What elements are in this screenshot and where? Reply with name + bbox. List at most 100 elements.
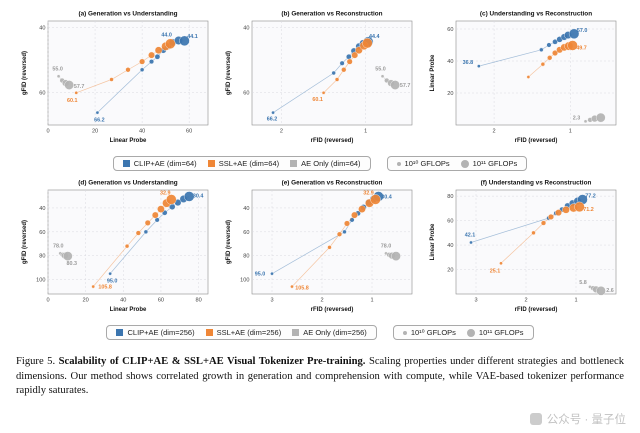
svg-text:0: 0 (46, 129, 49, 135)
svg-text:44.4: 44.4 (369, 34, 380, 40)
svg-text:rFID (reversed): rFID (reversed) (515, 138, 558, 144)
caption-figure-number: Figure 5. (16, 356, 59, 367)
svg-text:36.8: 36.8 (463, 60, 474, 66)
svg-text:1: 1 (364, 129, 367, 135)
svg-text:1: 1 (569, 129, 572, 135)
svg-text:95.0: 95.0 (255, 272, 266, 278)
svg-text:Linear Probe: Linear Probe (430, 223, 436, 260)
chart-e-generation-vs-reconstruction: 3 2 1 40 60 80 100 32.9 30.4 95.0 105.8 78.0 (e) Gen… (226, 180, 413, 313)
panel-f: 3 2 1 20 40 60 80 77.2 71.2 42.1 25.1 5.8 2.6 (f) Und… (426, 176, 622, 321)
svg-text:60: 60 (447, 219, 453, 225)
svg-text:rFID (reversed): rFID (reversed) (311, 307, 354, 313)
svg-text:2.6: 2.6 (606, 288, 614, 294)
chart-d-generation-vs-understanding: 0 20 40 60 80 40 60 80 100 32.9 30.4 78.0 80.3 95.010… (22, 180, 209, 313)
svg-text:25.1: 25.1 (490, 268, 501, 274)
clip-ae-swatch (116, 329, 124, 336)
svg-text:3: 3 (270, 298, 273, 304)
svg-text:gFID (reversed): gFID (reversed) (22, 220, 28, 264)
series-legend-dim64: CLIP+AE (dim=64) SSL+AE (dim=64) AE Only… (112, 156, 371, 171)
svg-text:44.1: 44.1 (187, 34, 198, 40)
legend-item-ssl-ae-256: SSL+AE (dim=256) (205, 328, 282, 337)
svg-text:80: 80 (447, 194, 453, 200)
svg-text:gFID (reversed): gFID (reversed) (226, 220, 232, 264)
series-legend-dim256: CLIP+AE (dim=256) SSL+AE (dim=256) AE On… (106, 325, 377, 340)
legend-label: 10¹¹ GFLOPs (472, 159, 518, 168)
svg-text:1: 1 (574, 298, 577, 304)
legend-item-clip-ae-64: CLIP+AE (dim=64) (122, 159, 197, 168)
svg-text:0: 0 (46, 298, 49, 304)
svg-text:Linear Probe: Linear Probe (110, 307, 147, 313)
legend-item-gflops-11: 10¹¹ GFLOPs (460, 159, 518, 168)
legend-label: SSL+AE (dim=256) (216, 328, 282, 337)
legend-item-ae-only-64: AE Only (dim=64) (290, 159, 361, 168)
svg-text:60: 60 (39, 91, 45, 97)
panel-b: 2 1 40 60 44.4 55.0 57.7 60.1 66.2 (b) Generation… (222, 7, 418, 152)
legend-item-gflops-10: 10¹⁰ GFLOPs (402, 328, 456, 337)
svg-text:60: 60 (447, 27, 453, 33)
chart-row-dim64: 0 20 40 60 40 60 44.0 44.1 55.0 57.7 60.1 66.2 (a) G… (0, 7, 640, 152)
svg-text:40: 40 (39, 26, 45, 32)
legend-item-gflops-11: 10¹¹ GFLOPs (466, 328, 524, 337)
figure-caption: Figure 5. Scalability of CLIP+AE & SSL+A… (0, 345, 640, 399)
svg-text:(d) Generation vs Understandin: (d) Generation vs Understanding (78, 180, 178, 187)
svg-text:1: 1 (370, 298, 373, 304)
svg-text:(c) Understanding vs Reconstru: (c) Understanding vs Reconstruction (480, 11, 592, 18)
svg-text:40: 40 (243, 26, 249, 32)
ssl-ae-swatch (205, 329, 213, 336)
ssl-ae-swatch (207, 160, 215, 167)
caption-body: Scaling properties under different strat… (16, 356, 624, 397)
chart-row-dim256: 0 20 40 60 80 40 60 80 100 32.9 30.4 78.0 80.3 95.0 10… (0, 176, 640, 321)
svg-text:42.1: 42.1 (465, 232, 476, 238)
svg-text:(a) Generation vs Understandin: (a) Generation vs Understanding (78, 11, 177, 18)
svg-text:55.0: 55.0 (52, 66, 63, 72)
chart-f-understanding-vs-reconstruction: 3 2 1 20 40 60 80 77.2 71.2 42.1 25.1 5.8 2.6 (f) Und… (430, 180, 617, 313)
svg-text:rFID (reversed): rFID (reversed) (311, 138, 354, 144)
caption-bold-title: Scalability of CLIP+AE & SSL+AE Visual T… (58, 356, 366, 367)
svg-text:gFID (reversed): gFID (reversed) (226, 51, 232, 95)
svg-text:2: 2 (493, 129, 496, 135)
svg-text:105.8: 105.8 (295, 286, 309, 292)
svg-text:(f) Understanding vs Reconstru: (f) Understanding vs Reconstruction (481, 180, 592, 187)
svg-text:66.2: 66.2 (267, 117, 278, 123)
svg-text:80: 80 (195, 298, 201, 304)
ae-only-swatch (290, 160, 298, 167)
svg-text:60.1: 60.1 (312, 97, 323, 103)
svg-text:49.7: 49.7 (576, 45, 587, 51)
svg-text:gFID (reversed): gFID (reversed) (22, 51, 28, 95)
legend-row-dim256: CLIP+AE (dim=256) SSL+AE (dim=256) AE On… (0, 325, 640, 340)
svg-text:20: 20 (83, 298, 89, 304)
svg-text:55.0: 55.0 (375, 66, 386, 72)
large-dot-icon (466, 328, 475, 337)
panel-e: 3 2 1 40 60 80 100 32.9 30.4 95.0 105.8 78.0 (e) Gen… (222, 176, 418, 321)
legend-item-ssl-ae-64: SSL+AE (dim=64) (207, 159, 280, 168)
svg-text:78.0: 78.0 (53, 243, 64, 249)
watermark: 公众号 · 量子位 (529, 411, 626, 427)
svg-text:100: 100 (36, 278, 45, 284)
svg-text:30.4: 30.4 (381, 194, 392, 200)
svg-text:77.2: 77.2 (585, 194, 596, 200)
chart-c-understanding-vs-reconstruction: 2 1 20 40 60 57.0 49.7 36.8 2.3 (c) Understanding… (430, 11, 617, 144)
svg-text:80: 80 (39, 254, 45, 260)
svg-text:32.9: 32.9 (160, 190, 171, 196)
legend-label: AE Only (dim=64) (301, 159, 361, 168)
panel-d: 0 20 40 60 80 40 60 80 100 32.9 30.4 78.0 80.3 95.0 10… (18, 176, 214, 321)
svg-text:57.7: 57.7 (400, 83, 411, 89)
svg-text:20: 20 (92, 129, 98, 135)
svg-text:60: 60 (243, 230, 249, 236)
svg-text:40: 40 (243, 206, 249, 212)
svg-text:60: 60 (243, 91, 249, 97)
svg-text:40: 40 (139, 129, 145, 135)
svg-text:rFID (reversed): rFID (reversed) (515, 307, 558, 313)
large-dot-icon (460, 159, 469, 168)
svg-text:40: 40 (447, 59, 453, 65)
svg-text:5.8: 5.8 (579, 280, 587, 286)
figure-5: 0 20 40 60 40 60 44.0 44.1 55.0 57.7 60.1 66.2 (a) G… (0, 7, 640, 340)
svg-text:100: 100 (240, 278, 249, 284)
svg-text:30.4: 30.4 (193, 193, 204, 199)
svg-text:71.2: 71.2 (583, 207, 594, 213)
small-dot-icon (402, 330, 407, 335)
svg-text:Linear Probe: Linear Probe (430, 54, 436, 91)
legend-item-gflops-10: 10¹⁰ GFLOPs (396, 159, 450, 168)
legend-label: SSL+AE (dim=64) (218, 159, 280, 168)
